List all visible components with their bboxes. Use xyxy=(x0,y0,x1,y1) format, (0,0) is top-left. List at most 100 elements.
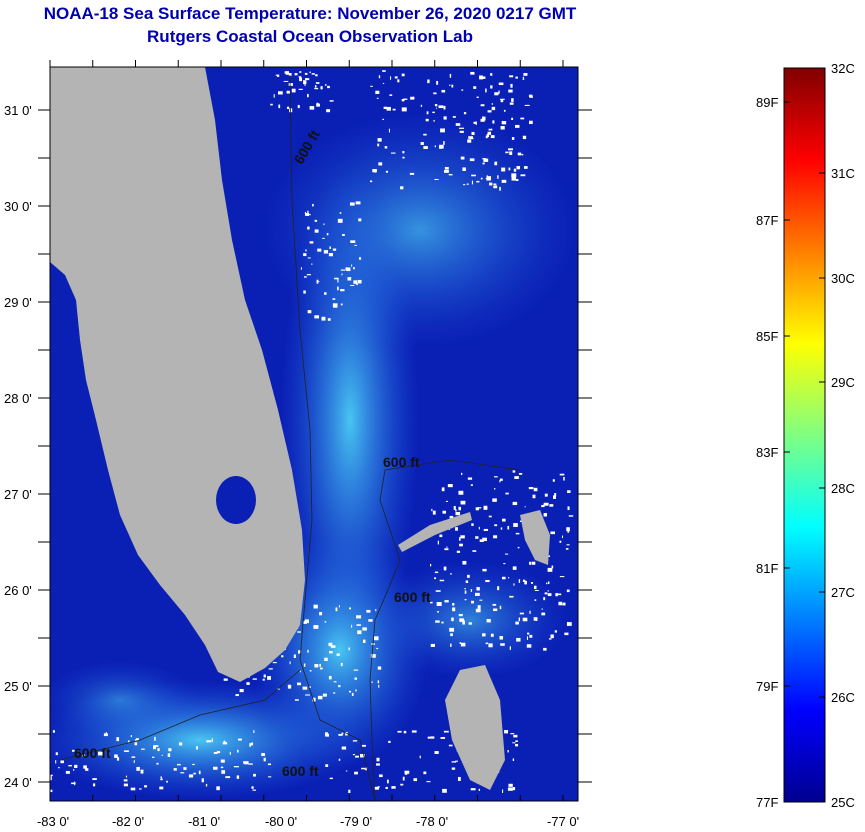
cloud-pixel xyxy=(515,743,519,747)
cloud-pixel xyxy=(319,663,321,667)
cloud-pixel xyxy=(211,738,213,743)
cloud-pixel xyxy=(85,768,89,771)
c-label: 29C xyxy=(831,375,855,390)
cloud-pixel xyxy=(451,84,454,88)
cloud-pixel xyxy=(483,158,489,162)
cloud-pixel xyxy=(312,203,314,207)
cloud-pixel xyxy=(237,738,242,741)
cloud-pixel xyxy=(325,84,327,86)
cloud-pixel xyxy=(60,760,64,764)
cloud-pixel xyxy=(402,776,405,781)
cloud-pixel xyxy=(351,624,353,628)
contour-label: 600 ft xyxy=(383,454,420,470)
cloud-pixel xyxy=(316,279,319,284)
cloud-pixel xyxy=(476,96,479,98)
cloud-pixel xyxy=(303,253,307,257)
cloud-pixel xyxy=(220,759,225,763)
cloud-pixel xyxy=(561,535,563,539)
cloud-pixel xyxy=(402,150,405,154)
cloud-pixel xyxy=(377,666,382,670)
cloud-pixel xyxy=(562,602,566,606)
cloud-pixel xyxy=(410,96,414,100)
cloud-pixel xyxy=(252,678,257,680)
cloud-pixel xyxy=(552,479,555,482)
cloud-pixel xyxy=(461,89,464,91)
cloud-pixel xyxy=(556,593,562,596)
cloud-pixel xyxy=(535,617,538,621)
cloud-pixel xyxy=(554,630,558,633)
cloud-pixel xyxy=(497,175,499,179)
cloud-pixel xyxy=(303,663,306,667)
cloud-pixel xyxy=(386,106,391,111)
cloud-pixel xyxy=(444,166,449,170)
cloud-pixel xyxy=(348,690,352,693)
cloud-pixel xyxy=(508,148,513,151)
cloud-pixel xyxy=(239,688,244,693)
cloud-pixel xyxy=(423,133,427,136)
cloud-pixel xyxy=(306,274,311,276)
cloud-pixel xyxy=(430,601,433,604)
cloud-pixel xyxy=(97,751,103,756)
cloud-pixel xyxy=(320,667,323,670)
cloud-pixel xyxy=(482,162,485,165)
c-label: 32C xyxy=(831,61,855,76)
cloud-pixel xyxy=(353,267,355,270)
cloud-pixel xyxy=(307,210,309,214)
map-subtitle: Rutgers Coastal Ocean Observation Lab xyxy=(147,27,473,46)
cloud-pixel xyxy=(68,764,72,767)
cloud-pixel xyxy=(503,563,506,565)
cloud-pixel xyxy=(550,531,556,535)
cloud-pixel xyxy=(309,106,315,110)
contour-label: 600 ft xyxy=(282,763,319,779)
cloud-pixel xyxy=(430,563,432,567)
cloud-pixel xyxy=(471,180,473,185)
cloud-pixel xyxy=(323,223,325,226)
cloud-pixel xyxy=(510,83,513,88)
cloud-pixel xyxy=(337,278,339,283)
cloud-pixel xyxy=(55,752,58,756)
cloud-pixel xyxy=(486,619,491,623)
cloud-pixel xyxy=(494,92,499,96)
cloud-pixel xyxy=(192,763,195,766)
cloud-pixel xyxy=(409,172,415,175)
cloud-pixel xyxy=(366,609,371,613)
cloud-pixel xyxy=(250,742,254,746)
cloud-pixel xyxy=(511,98,514,102)
cloud-pixel xyxy=(467,139,472,143)
cloud-pixel xyxy=(82,754,86,757)
cloud-pixel xyxy=(458,613,463,617)
cloud-pixel xyxy=(139,788,142,790)
cloud-pixel xyxy=(541,612,546,616)
cloud-pixel xyxy=(390,76,392,80)
lat-label: 24 0' xyxy=(4,775,32,790)
cloud-pixel xyxy=(361,744,366,747)
cloud-pixel xyxy=(179,742,183,746)
cloud-pixel xyxy=(397,79,400,83)
cloud-pixel xyxy=(485,177,487,180)
cloud-pixel xyxy=(358,257,362,260)
cloud-pixel xyxy=(216,750,221,754)
cloud-pixel xyxy=(449,515,454,519)
cloud-pixel xyxy=(293,654,296,659)
cloud-pixel xyxy=(451,617,454,622)
cloud-pixel xyxy=(452,607,456,612)
cloud-pixel xyxy=(434,104,438,107)
cloud-pixel xyxy=(335,607,338,612)
cloud-pixel xyxy=(501,576,506,580)
cloud-pixel xyxy=(547,593,552,597)
cloud-pixel xyxy=(436,107,438,109)
cloud-pixel xyxy=(201,778,204,783)
cloud-pixel xyxy=(340,662,343,667)
cloud-pixel xyxy=(116,757,120,761)
cloud-pixel xyxy=(307,93,309,98)
cloud-pixel xyxy=(71,782,76,785)
abaco xyxy=(520,510,550,565)
cloud-pixel xyxy=(160,776,162,779)
cloud-pixel xyxy=(309,71,311,74)
cloud-pixel xyxy=(488,643,493,648)
cloud-pixel xyxy=(384,146,388,149)
cloud-pixel xyxy=(459,642,461,644)
cloud-pixel xyxy=(297,650,301,654)
cloud-pixel xyxy=(515,124,520,128)
cloud-pixel xyxy=(425,118,429,122)
